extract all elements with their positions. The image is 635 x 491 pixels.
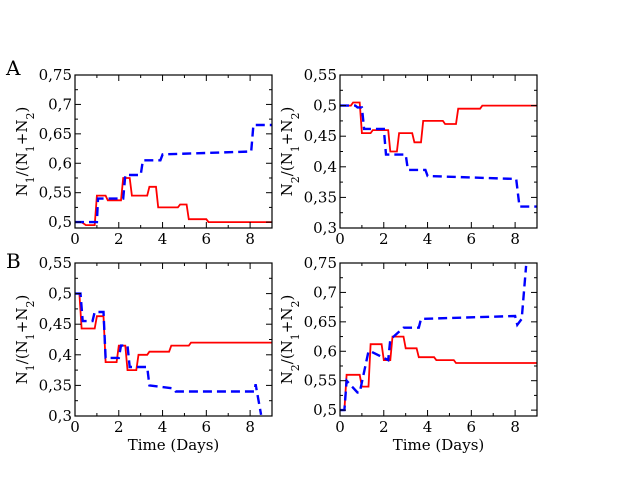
y-tick-label: 0,55	[304, 66, 337, 84]
x-axis-label: Time (Days)	[393, 436, 485, 454]
plot-frame	[339, 262, 538, 417]
y-tick-label: 0,45	[39, 315, 72, 333]
x-tick-label: 0	[335, 418, 345, 436]
x-tick-label: 6	[467, 230, 477, 248]
series-line-red-solid	[340, 335, 537, 412]
x-tick-label: 6	[202, 418, 212, 436]
plot-frame	[74, 74, 273, 229]
panel-bottom-left: 0 2 4 6 8 0,3 0,35 0,4 0,45 0,5 0,55 N1/(N1+N2) Time…	[13, 254, 273, 454]
x-tick-label: 2	[114, 230, 124, 248]
y-tick-label: 0,55	[39, 184, 72, 202]
x-tick-label: 2	[379, 230, 389, 248]
x-tick-label: 4	[423, 230, 433, 248]
x-tick-label: 6	[467, 418, 477, 436]
y-tick-label: 0,3	[48, 407, 72, 425]
y-tick-label: 0,35	[39, 376, 72, 394]
series-line-red-solid	[75, 292, 272, 372]
y-tick-label: 0,4	[313, 158, 337, 176]
y-tick-label: 0,5	[313, 97, 337, 115]
x-tick-label: 8	[510, 418, 520, 436]
y-tick-label: 0,55	[304, 372, 337, 390]
series-line-blue-dashed	[75, 123, 272, 224]
y-tick-label: 0,65	[39, 125, 72, 143]
x-tick-label: 8	[245, 230, 255, 248]
plot-frame	[339, 74, 538, 229]
y-tick-label: 0,55	[39, 254, 72, 272]
x-tick-label: 0	[70, 418, 80, 436]
panel-bottom-right: 0 2 4 6 8 0,5 0,55 0,6 0,65 0,7 0,75 N2/(N1+N2) Time…	[278, 254, 538, 454]
series-line-blue-dashed	[340, 265, 528, 412]
y-tick-label: 0,5	[48, 213, 72, 231]
y-axis-label: N2/(N1+N2)	[278, 295, 302, 385]
row-label-b: B	[6, 249, 21, 273]
y-tick-label: 0,75	[304, 254, 337, 272]
panel-top-left: 0 2 4 6 8 0,5 0,55 0,6 0,65 0,7 0,75 N1/(N1+N2)	[13, 66, 273, 248]
x-tick-label: 4	[158, 230, 168, 248]
x-tick-label: 8	[245, 418, 255, 436]
y-tick-label: 0,6	[48, 154, 72, 172]
y-tick-label: 0,6	[313, 342, 337, 360]
x-tick-label: 4	[423, 418, 433, 436]
y-tick-label: 0,3	[313, 219, 337, 237]
x-tick-label: 8	[510, 230, 520, 248]
x-axis-label: Time (Days)	[128, 436, 220, 454]
y-axis-label: N2/(N1+N2)	[278, 107, 302, 197]
row-label-a: A	[5, 56, 21, 80]
x-tick-label: 2	[114, 418, 124, 436]
x-tick-label: 0	[335, 230, 345, 248]
y-tick-label: 0,7	[48, 95, 72, 113]
panel-top-right: 0 2 4 6 8 0,3 0,35 0,4 0,45 0,5 0,55 N2/(N1+N2)	[278, 66, 538, 248]
series-line-blue-dashed	[75, 292, 263, 416]
y-tick-label: 0,45	[304, 127, 337, 145]
series-line-red-solid	[75, 177, 272, 227]
x-tick-label: 0	[70, 230, 80, 248]
y-tick-label: 0,5	[48, 285, 72, 303]
y-tick-label: 0,4	[48, 346, 72, 364]
x-tick-label: 6	[202, 230, 212, 248]
x-tick-label: 2	[379, 418, 389, 436]
y-tick-label: 0,5	[313, 401, 337, 419]
y-tick-label: 0,7	[313, 283, 337, 301]
y-axis-label: N1/(N1+N2)	[13, 295, 37, 385]
y-tick-label: 0,65	[304, 313, 337, 331]
y-tick-label: 0,75	[39, 66, 72, 84]
y-tick-label: 0,35	[304, 188, 337, 206]
y-axis-label: N1/(N1+N2)	[13, 107, 37, 197]
series-line-red-solid	[340, 101, 537, 153]
x-tick-label: 4	[158, 418, 168, 436]
series-line-blue-dashed	[340, 104, 537, 208]
